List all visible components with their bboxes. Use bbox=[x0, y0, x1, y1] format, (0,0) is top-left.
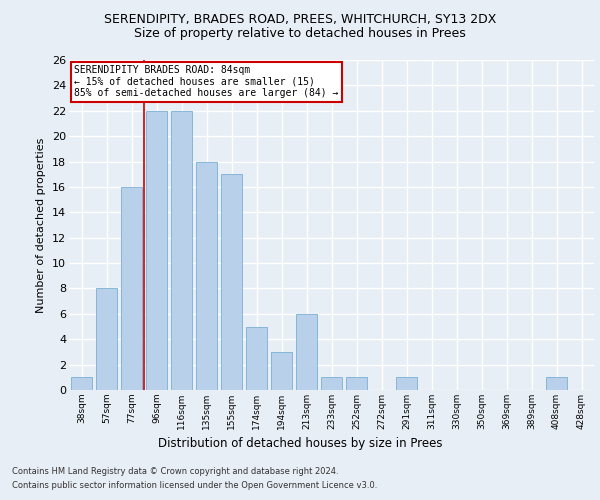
Bar bbox=[121, 187, 142, 390]
Text: SERENDIPITY, BRADES ROAD, PREES, WHITCHURCH, SY13 2DX: SERENDIPITY, BRADES ROAD, PREES, WHITCHU… bbox=[104, 12, 496, 26]
Bar bbox=[546, 378, 567, 390]
Text: Contains public sector information licensed under the Open Government Licence v3: Contains public sector information licen… bbox=[12, 481, 377, 490]
Text: SERENDIPITY BRADES ROAD: 84sqm
← 15% of detached houses are smaller (15)
85% of : SERENDIPITY BRADES ROAD: 84sqm ← 15% of … bbox=[74, 65, 338, 98]
Text: Distribution of detached houses by size in Prees: Distribution of detached houses by size … bbox=[158, 438, 442, 450]
Bar bbox=[71, 378, 92, 390]
Text: Size of property relative to detached houses in Prees: Size of property relative to detached ho… bbox=[134, 28, 466, 40]
Bar bbox=[271, 352, 292, 390]
Bar bbox=[296, 314, 317, 390]
Y-axis label: Number of detached properties: Number of detached properties bbox=[37, 138, 46, 312]
Bar bbox=[146, 111, 167, 390]
Bar bbox=[396, 378, 417, 390]
Bar bbox=[321, 378, 342, 390]
Bar bbox=[346, 378, 367, 390]
Bar bbox=[171, 111, 192, 390]
Bar bbox=[246, 326, 267, 390]
Bar bbox=[196, 162, 217, 390]
Text: Contains HM Land Registry data © Crown copyright and database right 2024.: Contains HM Land Registry data © Crown c… bbox=[12, 468, 338, 476]
Bar bbox=[221, 174, 242, 390]
Bar bbox=[96, 288, 117, 390]
